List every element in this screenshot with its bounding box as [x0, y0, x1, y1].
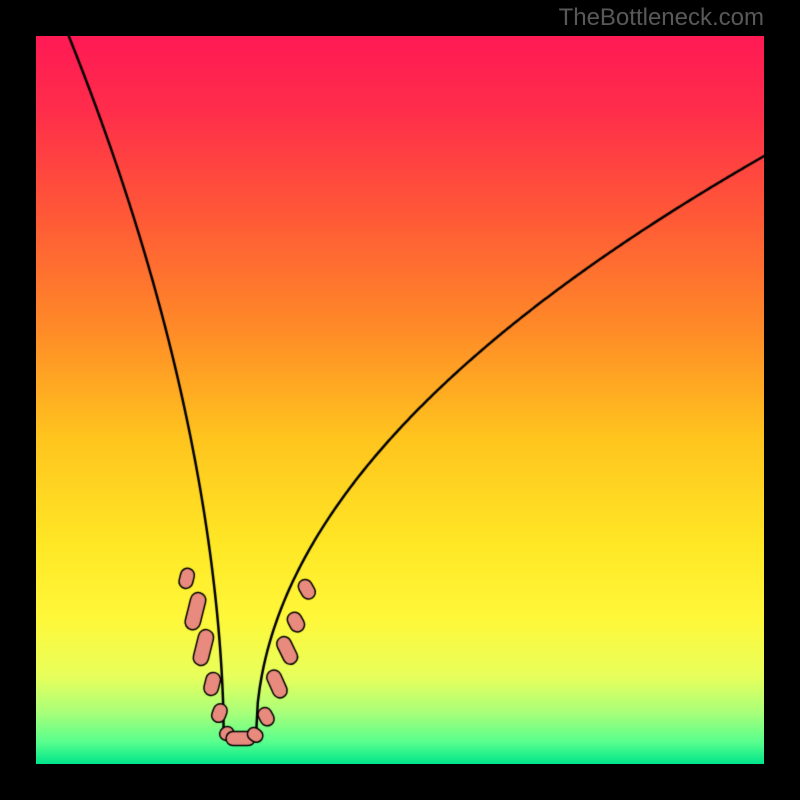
chart-root: TheBottleneck.com: [0, 0, 800, 800]
plot-area: [36, 36, 764, 764]
watermark-text: TheBottleneck.com: [559, 4, 764, 32]
plot-canvas: [36, 36, 764, 764]
